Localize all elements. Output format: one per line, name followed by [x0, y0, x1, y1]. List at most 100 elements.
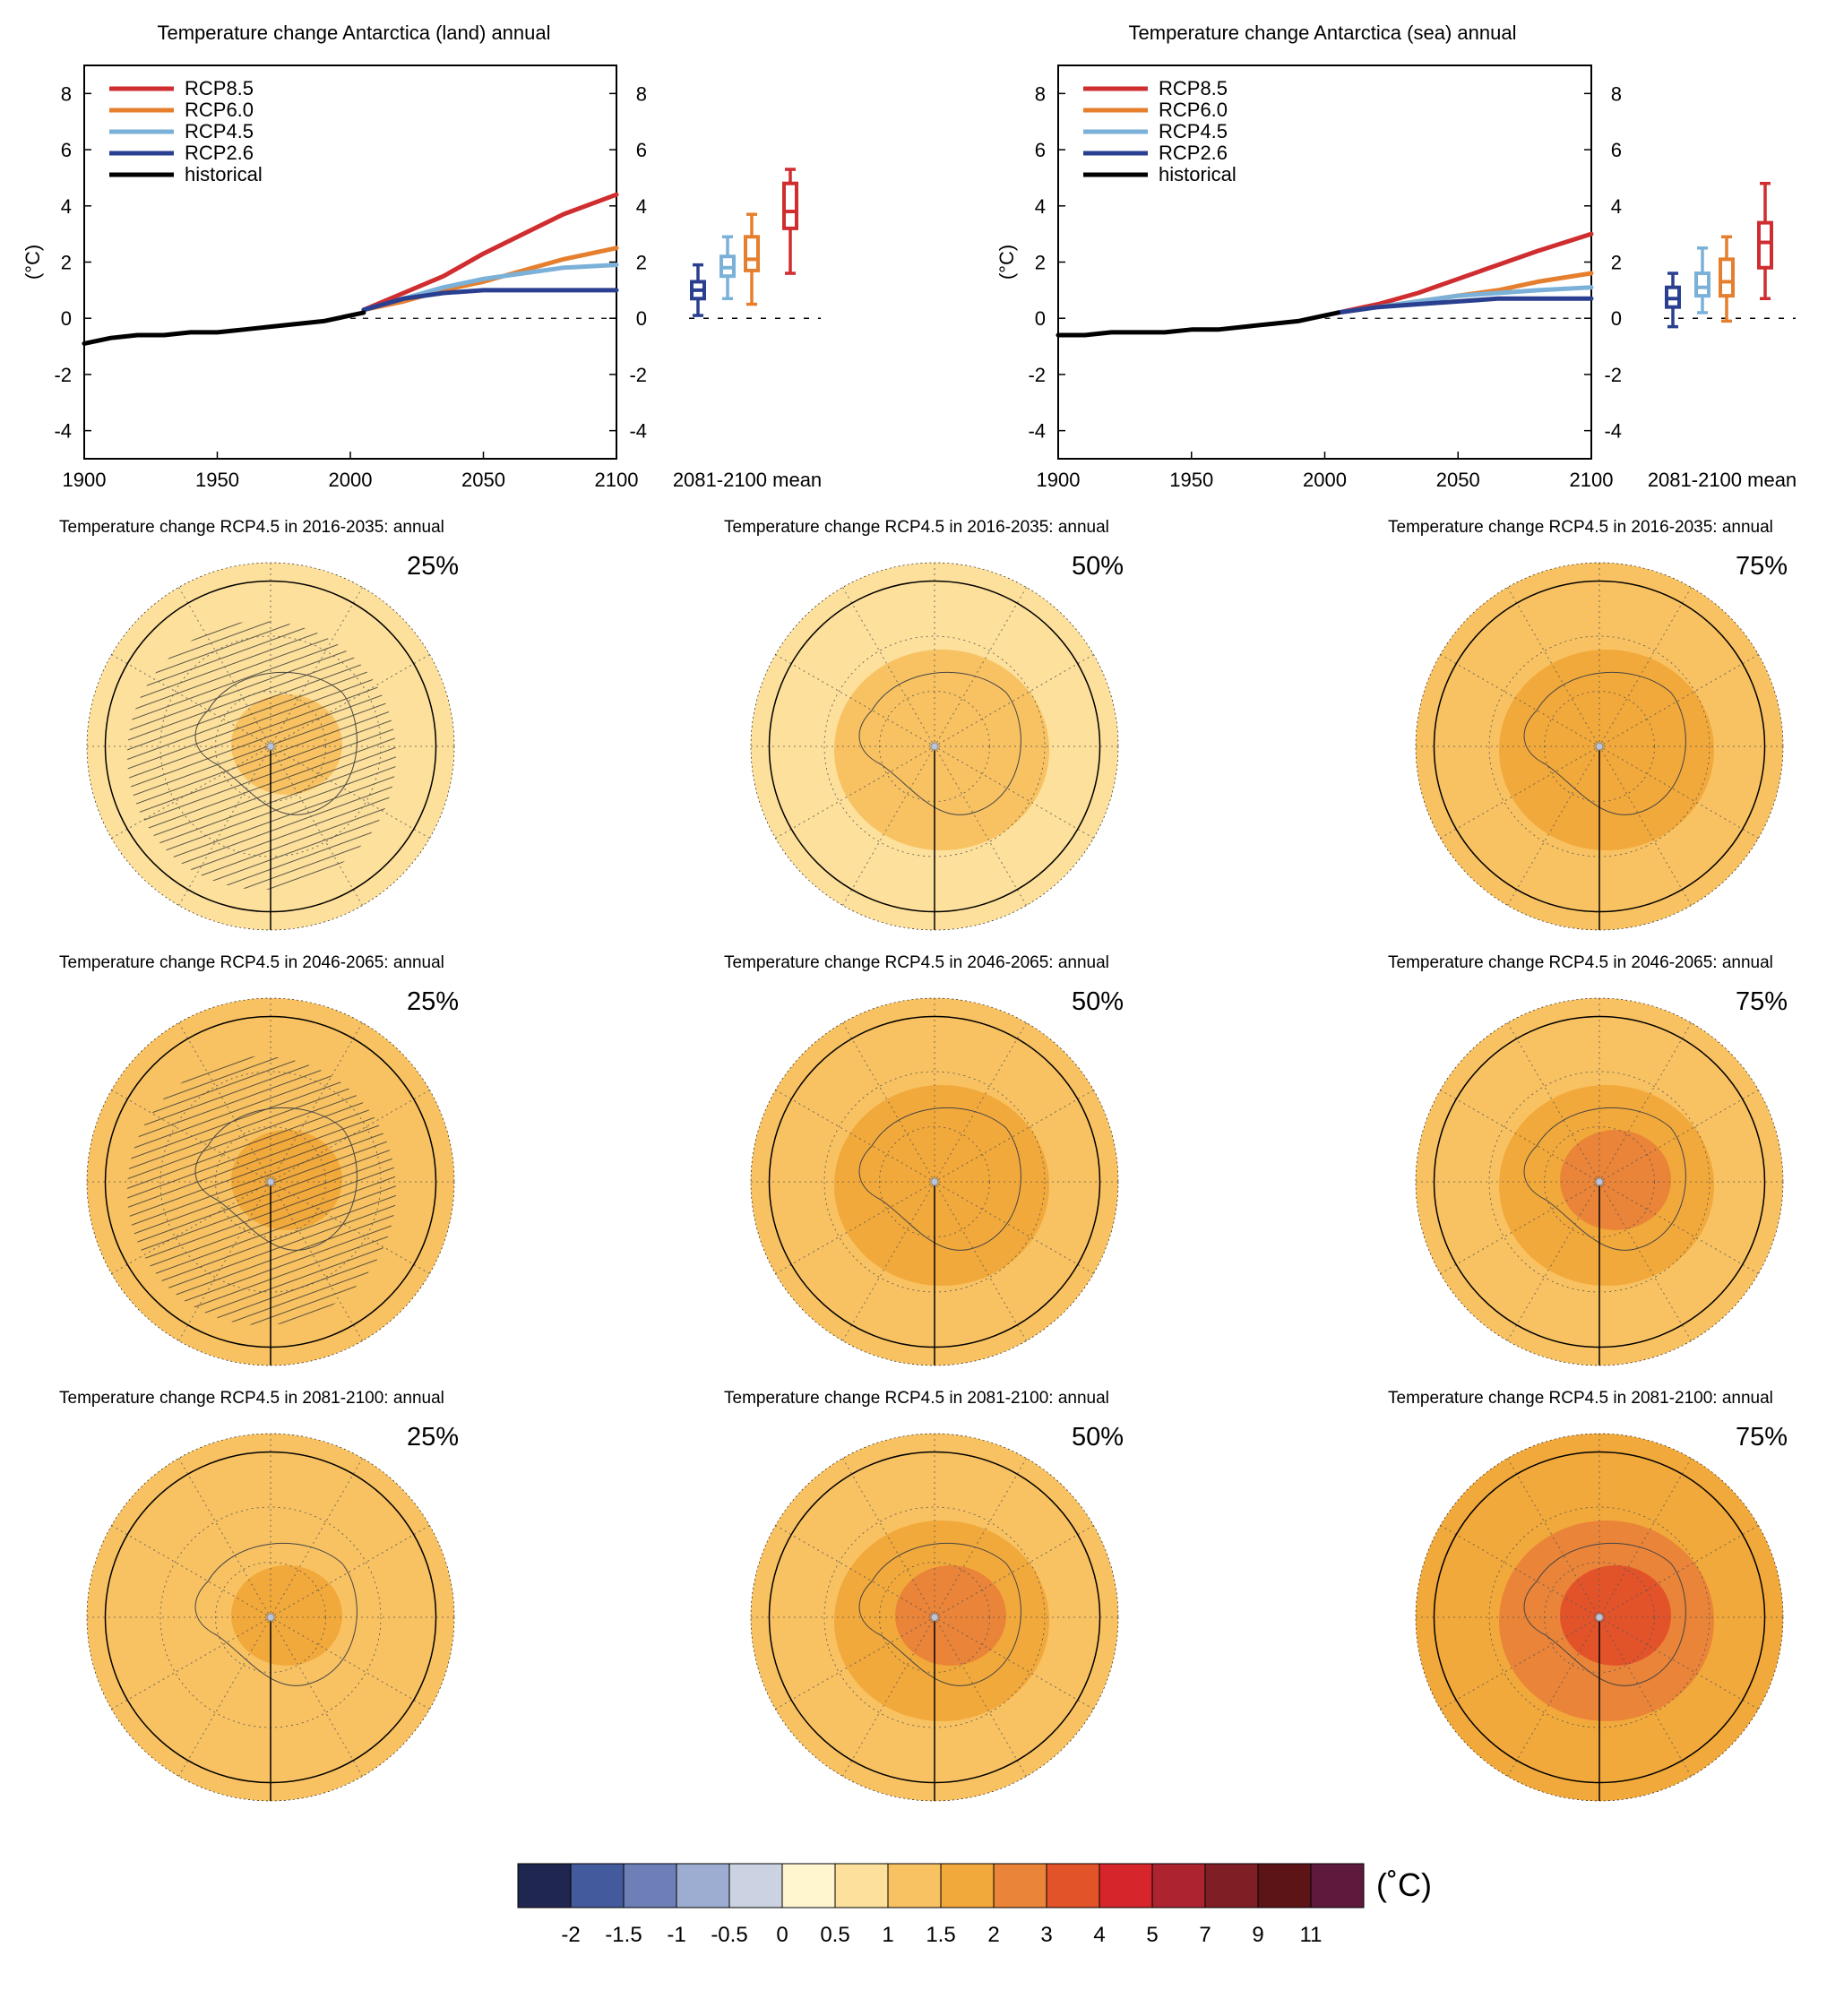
box-body — [1719, 257, 1735, 298]
map-percentile: 25% — [407, 987, 460, 1016]
graticule-meridian — [178, 1458, 363, 1777]
colorbar-label: 4 — [1093, 1923, 1105, 1947]
graticule-meridian — [178, 587, 363, 906]
y-tick-label: 8 — [61, 82, 72, 105]
y-tick-label-right: 8 — [636, 82, 647, 105]
y-tick-label-right: 2 — [1611, 252, 1622, 274]
land-panel: -4 -4 -2 -2 0 0 2 2 4 4 6 6 8 8 1900 1950 2000 2050 2100 (°… — [22, 65, 822, 491]
pole-marker — [930, 742, 939, 751]
graticule-circle — [215, 1126, 326, 1237]
graticule-meridian — [1507, 1022, 1692, 1341]
map-percentile: 75% — [1736, 552, 1788, 581]
x-tick-label: 2000 — [329, 469, 373, 491]
graticule-circle — [1488, 1506, 1710, 1728]
map-region — [170, 1521, 385, 1721]
coastline — [194, 1542, 358, 1686]
y-tick-label: 0 — [1035, 307, 1046, 330]
y-axis-label: (°C) — [22, 245, 44, 280]
colorbar-label: 11 — [1300, 1923, 1323, 1947]
timeseries-charts: -4 -4 -2 -2 0 0 2 2 4 4 6 6 8 8 1900 1950 2000 2050 2100 (°… — [22, 65, 1797, 491]
graticule-meridian — [842, 1458, 1027, 1777]
colorbar-swatch — [570, 1863, 625, 1908]
map-disk — [86, 562, 455, 931]
graticule-meridian — [1507, 1458, 1692, 1777]
colorbar-swatch — [940, 1863, 995, 1908]
colorbar-label: 0.5 — [820, 1923, 849, 1947]
map-title: Temperature change RCP4.5 in 2046-2065: … — [724, 953, 1109, 972]
graticule-meridian — [775, 1090, 1094, 1274]
ts-land-title: Temperature change Antarctica (land) ann… — [157, 22, 551, 44]
x-tick-label: 2100 — [1570, 469, 1614, 491]
series-line-historical — [1056, 310, 1340, 338]
map-percentile: 25% — [407, 1423, 460, 1452]
y-tick-label-right: 4 — [1611, 195, 1622, 218]
graticule-meridian — [111, 1090, 430, 1274]
map-core — [895, 694, 1006, 795]
map-core — [1560, 1130, 1671, 1230]
y-tick-label-right: 0 — [1611, 307, 1622, 330]
graticule-circle — [1433, 580, 1766, 913]
y-tick-label-right: -4 — [629, 420, 647, 443]
map-hatching — [127, 1056, 396, 1325]
box-body — [782, 181, 798, 230]
map-title: Temperature change RCP4.5 in 2081-2100: … — [724, 1389, 1109, 1408]
legend-label: RCP6.0 — [1159, 99, 1228, 121]
x-tick-label: 1900 — [1037, 469, 1081, 491]
graticule-meridian — [111, 1525, 430, 1710]
polar-map — [750, 1433, 1119, 1802]
x-tick-label: 2000 — [1303, 469, 1347, 491]
graticule-circle — [1488, 1071, 1710, 1293]
graticule-circle — [1544, 691, 1655, 802]
graticule-meridian — [842, 1458, 1027, 1777]
polar-map — [750, 562, 1119, 931]
graticule-meridian — [1440, 654, 1759, 839]
series-line-rcp85 — [1335, 231, 1594, 315]
box-label: 2081-2100 mean — [1648, 469, 1797, 491]
graticule-circle — [1433, 1015, 1766, 1348]
map-hatching — [127, 621, 396, 890]
map-region — [834, 1521, 1049, 1721]
graticule-meridian — [1507, 1458, 1692, 1777]
graticule-meridian — [178, 1458, 363, 1777]
graticule-meridian — [1507, 1022, 1692, 1341]
colorbar-label: -0.5 — [711, 1923, 747, 1947]
series-line-rcp60 — [361, 246, 619, 313]
series-line-rcp26 — [361, 288, 619, 313]
map-core — [1560, 694, 1671, 795]
legend-label: RCP4.5 — [185, 120, 254, 142]
box-rcp60 — [744, 212, 760, 306]
map-core — [895, 1130, 1006, 1230]
map-title: Temperature change RCP4.5 in 2016-2035: … — [724, 518, 1109, 537]
box-rcp26 — [1665, 271, 1681, 329]
x-tick-label: 2050 — [461, 469, 505, 491]
series-line-historical — [82, 310, 366, 346]
polar-map — [86, 562, 455, 931]
graticule-circle — [1488, 635, 1710, 857]
graticule-circle — [104, 1015, 437, 1348]
y-tick-label: 2 — [61, 252, 72, 274]
pole-marker — [266, 1613, 275, 1622]
x-tick-label: 2050 — [1436, 469, 1480, 491]
graticule-meridian — [1440, 654, 1759, 839]
coastline — [1523, 1542, 1686, 1686]
graticule-circle — [159, 1506, 382, 1728]
colorbar-label: 1 — [882, 1923, 893, 1947]
colorbar-label: 1.5 — [926, 1923, 955, 1947]
map-percentile: 50% — [1072, 987, 1124, 1016]
map-region — [170, 1085, 385, 1286]
polar-map — [1415, 562, 1784, 931]
colorbar-unit: (˚C) — [1376, 1866, 1432, 1903]
map-disk — [750, 1433, 1119, 1802]
graticule-circle — [879, 1126, 990, 1237]
y-tick-label-right: 2 — [636, 252, 647, 274]
map-disk — [1415, 562, 1784, 931]
graticule-circle — [159, 635, 382, 857]
coastline — [1523, 1107, 1686, 1251]
colorbar-label: 2 — [987, 1923, 999, 1947]
graticule-meridian — [111, 654, 430, 839]
map-region — [170, 650, 385, 850]
map-disk — [1415, 997, 1784, 1366]
map-disk — [86, 997, 455, 1366]
x-tick-label: 1900 — [63, 469, 107, 491]
y-tick-label: -2 — [1028, 364, 1046, 386]
